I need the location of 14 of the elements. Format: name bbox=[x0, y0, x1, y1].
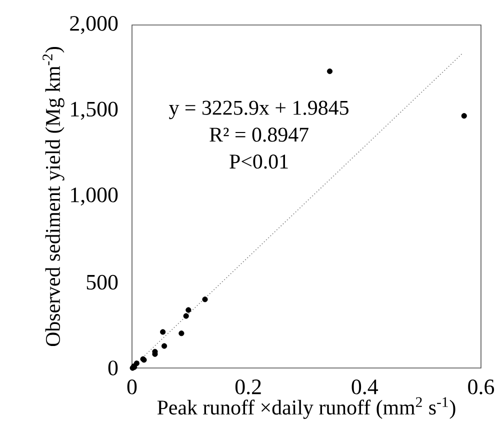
annotation: R² = 0.8947 bbox=[210, 128, 308, 142]
x-axis-title: Peak runoff ×daily runoff (mm$^{2}$ s$^{-1}$) bbox=[157, 397, 456, 419]
y-tick-label: 500 bbox=[86, 274, 118, 290]
annotation: P<0.01 bbox=[230, 154, 288, 169]
y-axis-title: Observed sediment yield (Mg km$^{-2}$) bbox=[42, 46, 64, 346]
x-tick-label: 0.4 bbox=[352, 380, 378, 394]
annotation: y = 3225.9x + 1.9845 bbox=[169, 100, 348, 120]
y-tick-label: 2,000 bbox=[70, 16, 118, 34]
x-tick-label: 0 bbox=[127, 380, 137, 394]
y-tick-label: 0 bbox=[108, 360, 118, 376]
x-tick-label: 0.2 bbox=[235, 380, 261, 394]
y-tick-label: 1,000 bbox=[71, 188, 118, 206]
x-tick-label: 0.6 bbox=[468, 380, 494, 394]
y-tick-label: 1,500 bbox=[71, 102, 118, 120]
